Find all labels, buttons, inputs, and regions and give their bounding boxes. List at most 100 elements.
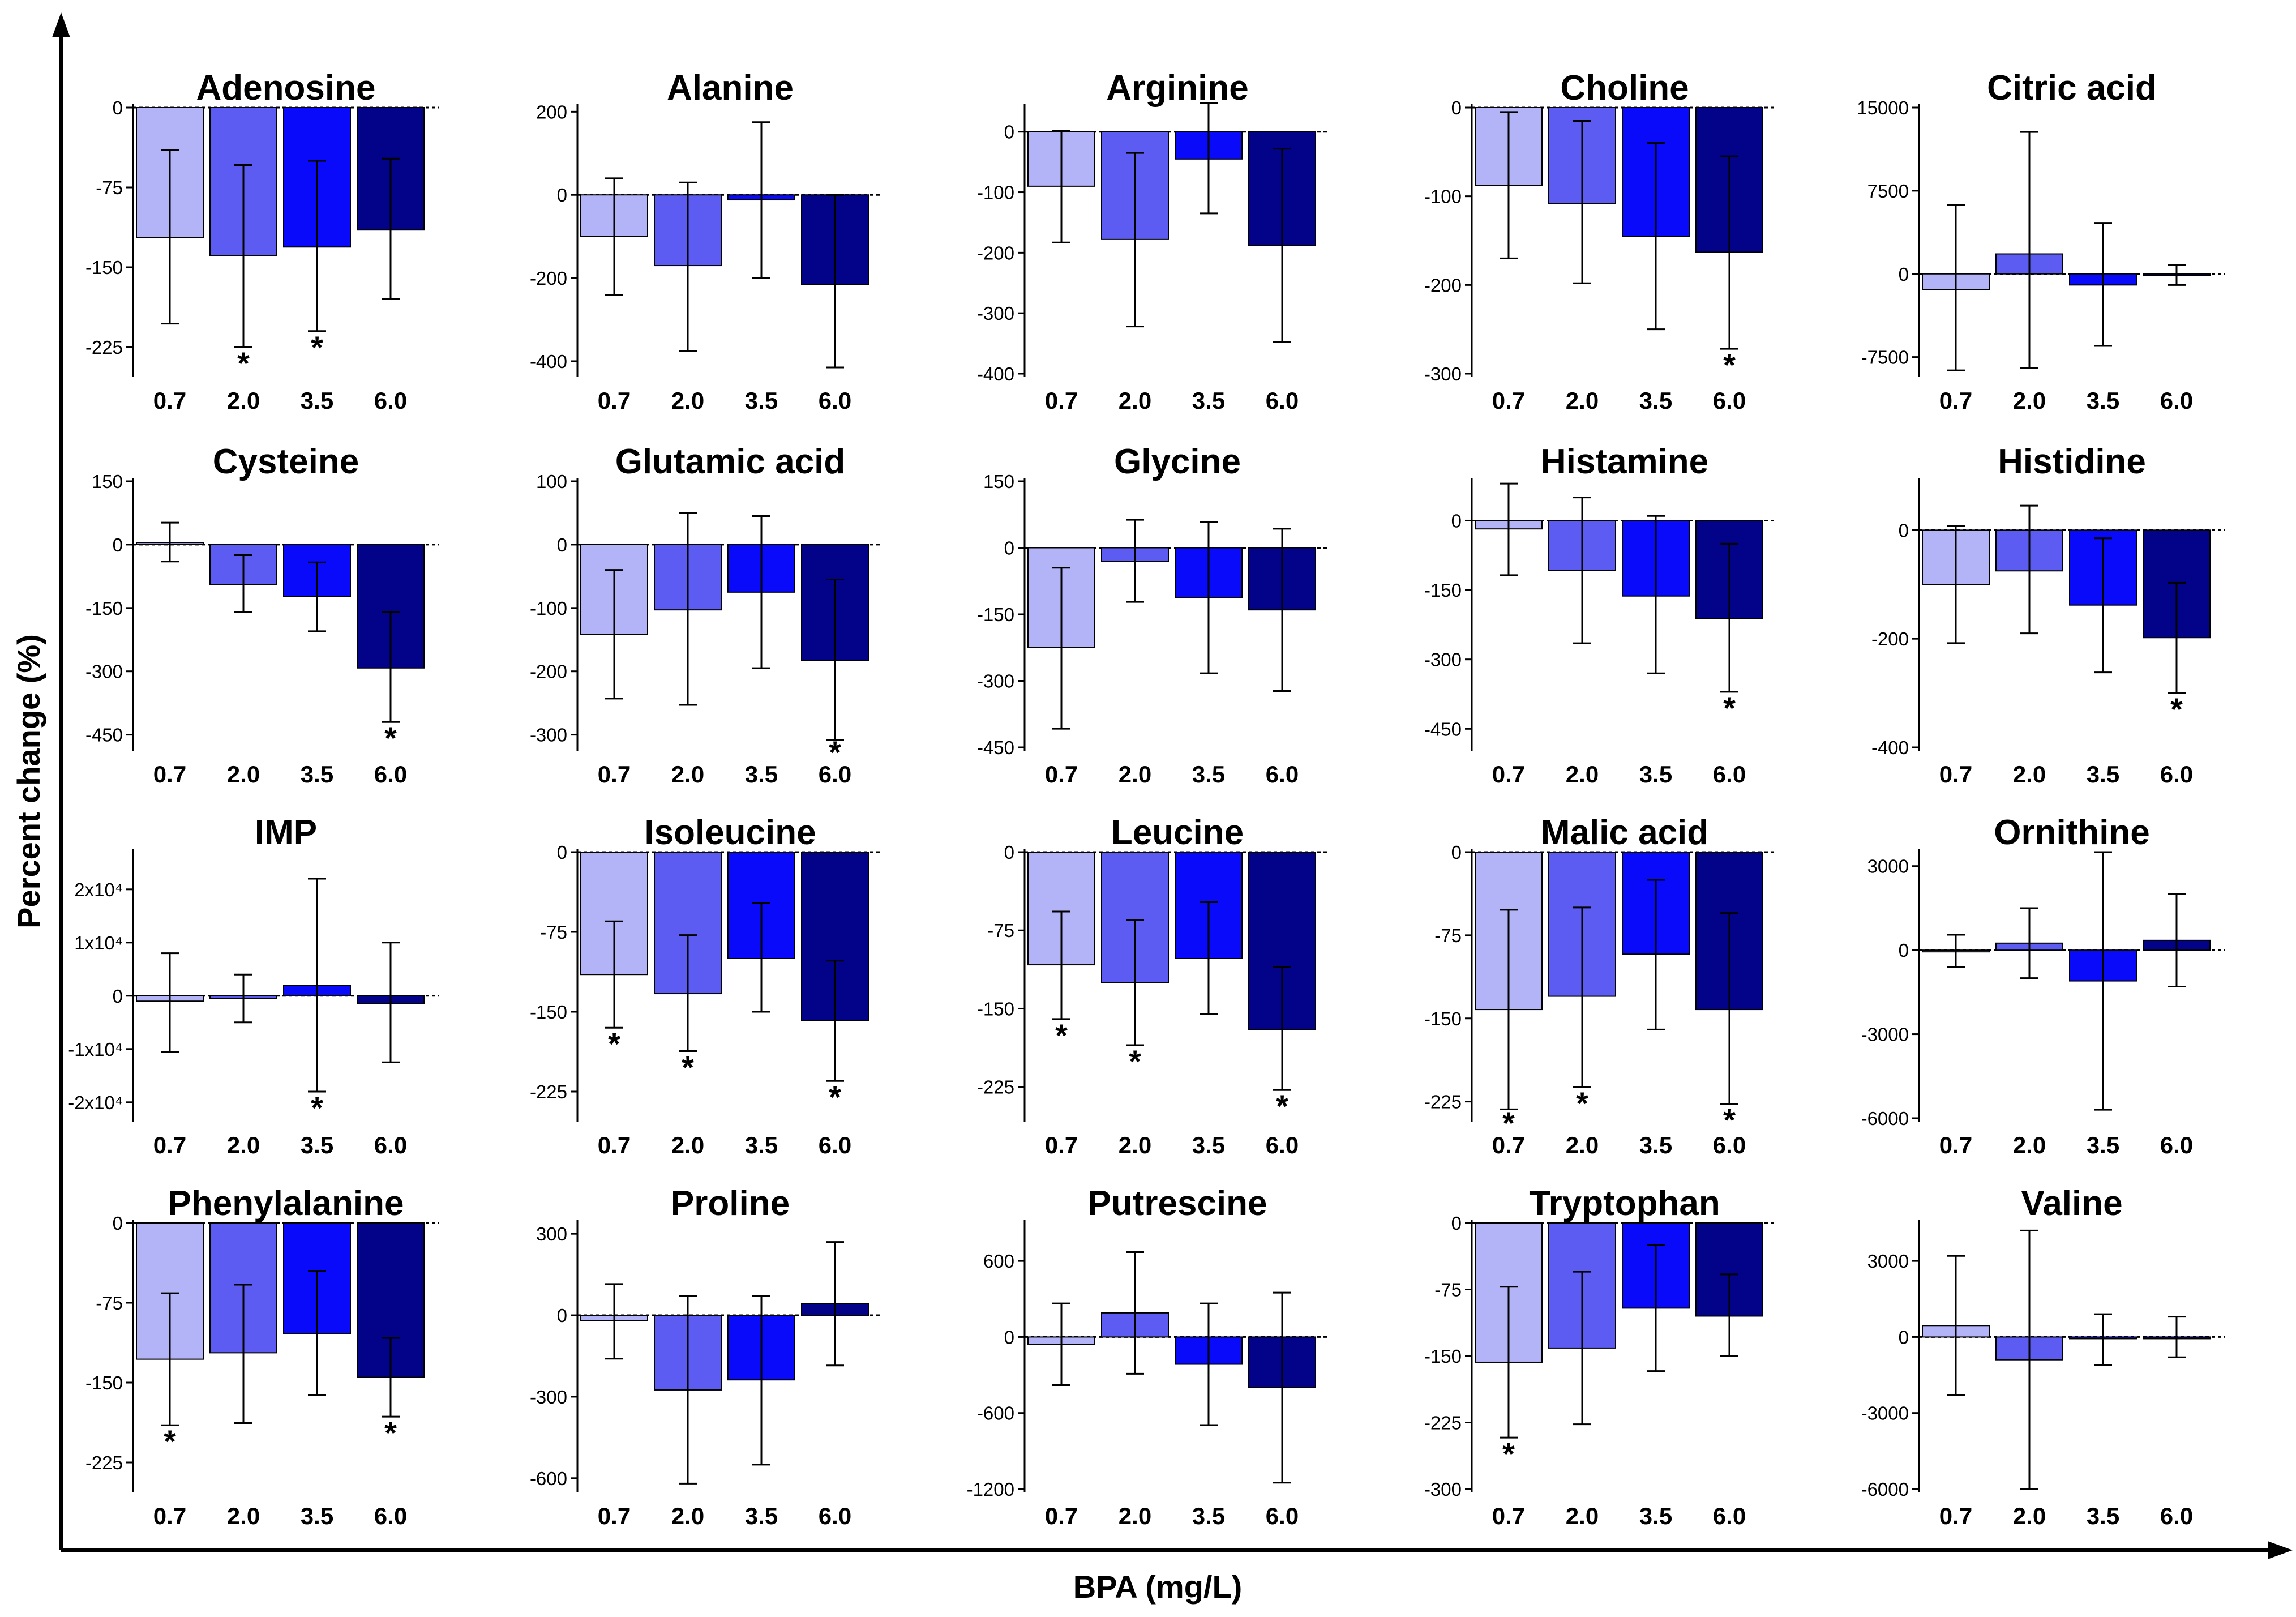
x-category-label: 6.0	[374, 1132, 407, 1158]
significance-marker: *	[1129, 1043, 1141, 1079]
y-tick-label: -3000	[1861, 1403, 1909, 1424]
global-y-axis-arrow	[52, 12, 70, 37]
panel-title: Tryptophan	[1529, 1184, 1720, 1223]
panel-title: Choline	[1560, 69, 1689, 108]
significance-marker: *	[164, 1423, 176, 1459]
x-category-label: 6.0	[2160, 1132, 2193, 1158]
x-category-label: 0.7	[153, 1132, 186, 1158]
x-category-label: 0.7	[1939, 761, 1972, 788]
y-tick-label: 2x10⁴	[74, 879, 123, 900]
x-category-label: 6.0	[1266, 761, 1299, 788]
y-tick-label: 0	[1004, 842, 1014, 863]
y-tick-label: -225	[85, 337, 123, 358]
y-tick-label: 0	[557, 534, 567, 555]
y-tick-label: -1x10⁴	[68, 1039, 123, 1060]
x-category-label: 2.0	[227, 761, 260, 788]
panel-glycine: Glycine 150 0 -150 -300 -450 0.7 2.0 3.5 6.0	[977, 442, 1330, 788]
global-x-axis-label: BPA (mg/L)	[1073, 1569, 1243, 1605]
panel-proline: Proline 300 0 -300 -600 0.7 2.0 3.5 6.0	[530, 1184, 883, 1529]
y-tick-label: 0	[113, 986, 123, 1007]
x-category-label: 0.7	[1492, 1503, 1525, 1529]
y-tick-label: 0	[1004, 122, 1014, 143]
y-tick-label: -600	[530, 1468, 567, 1489]
panel-title: Putrescine	[1087, 1184, 1267, 1223]
y-tick-label: -400	[977, 363, 1014, 384]
x-category-label: 0.7	[1939, 1503, 1972, 1529]
y-tick-label: -150	[1424, 580, 1462, 601]
x-category-label: 3.5	[745, 761, 778, 788]
y-tick-label: -100	[977, 182, 1014, 203]
y-tick-label: 150	[92, 471, 123, 492]
x-category-label: 2.0	[1566, 1132, 1599, 1158]
x-category-label: 2.0	[227, 387, 260, 414]
panel-valine: Valine 3000 0 -3000 -6000 0.7 2.0 3.5 6.0	[1861, 1184, 2225, 1529]
x-category-label: 2.0	[671, 1132, 704, 1158]
panel-title: Adenosine	[196, 69, 376, 108]
y-tick-label: 0	[113, 97, 123, 118]
y-tick-label: -300	[1424, 649, 1462, 670]
x-category-label: 0.7	[1492, 761, 1525, 788]
x-category-label: 0.7	[1492, 387, 1525, 414]
x-category-label: 2.0	[1119, 1132, 1151, 1158]
significance-marker: *	[1502, 1105, 1515, 1141]
significance-marker: *	[2170, 691, 2183, 727]
x-category-label: 6.0	[2160, 761, 2193, 788]
x-category-label: 6.0	[1713, 761, 1746, 788]
y-tick-label: 0	[1451, 842, 1462, 863]
significance-marker: *	[1723, 347, 1736, 383]
y-tick-label: -300	[977, 303, 1014, 324]
panel-cysteine: Cysteine 150 0 -150 -300 -450 0.7 2.0 3.5 6.0 *	[85, 442, 439, 788]
significance-marker: *	[1055, 1017, 1068, 1053]
panel-imp: IMP 2x10⁴ 1x10⁴ 0 -1x10⁴ -2x10⁴ 0.7 2.0 3.5 * 6.0	[68, 813, 439, 1158]
y-tick-label: -150	[977, 604, 1014, 625]
x-category-label: 6.0	[819, 387, 851, 414]
x-category-label: 0.7	[153, 387, 186, 414]
x-category-label: 6.0	[819, 1132, 851, 1158]
y-tick-label: -200	[1871, 628, 1909, 649]
x-category-label: 6.0	[1713, 1132, 1746, 1158]
y-tick-label: -75	[1434, 1280, 1462, 1301]
x-category-label: 2.0	[227, 1503, 260, 1529]
panel-isoleucine: Isoleucine 0 -75 -150 -225 0.7 * 2.0 * 3.5 6.0 *	[530, 813, 883, 1158]
y-tick-label: 0	[113, 534, 123, 555]
x-category-label: 3.5	[301, 761, 333, 788]
y-tick-label: -150	[85, 257, 123, 278]
significance-marker: *	[1723, 1102, 1736, 1138]
y-tick-label: 0	[1899, 940, 1909, 961]
x-category-label: 2.0	[1566, 1503, 1599, 1529]
x-category-label: 0.7	[598, 1503, 631, 1529]
y-tick-label: -75	[1434, 925, 1462, 946]
x-category-label: 2.0	[1119, 761, 1151, 788]
y-tick-label: 150	[983, 471, 1014, 492]
y-tick-label: -300	[530, 725, 567, 746]
x-category-label: 2.0	[2013, 1132, 2046, 1158]
x-category-label: 6.0	[374, 761, 407, 788]
x-category-label: 3.5	[1639, 761, 1672, 788]
significance-marker: *	[1723, 690, 1736, 726]
significance-marker: *	[682, 1050, 694, 1085]
panel-title: Ornithine	[1994, 813, 2150, 852]
panel-title: Alanine	[667, 69, 794, 108]
panel-tryptophan: Tryptophan 0 -75 -150 -225 -300 0.7 * 2.0 3.5 6.0	[1424, 1184, 1777, 1529]
x-category-label: 2.0	[2013, 387, 2046, 414]
panel-leucine: Leucine 0 -75 -150 -225 0.7 * 2.0 * 3.5 6.0 *	[977, 813, 1330, 1158]
panel-choline: Choline 0 -100 -200 -300 0.7 2.0 3.5 6.0 *	[1424, 69, 1777, 414]
x-category-label: 3.5	[301, 387, 333, 414]
significance-marker: *	[1502, 1436, 1515, 1471]
y-tick-label: 0	[557, 185, 567, 206]
x-category-label: 3.5	[745, 387, 778, 414]
significance-marker: *	[237, 345, 250, 381]
y-tick-label: -225	[1424, 1092, 1462, 1113]
x-category-label: 3.5	[2087, 387, 2119, 414]
x-category-label: 0.7	[598, 387, 631, 414]
x-category-label: 2.0	[1566, 761, 1599, 788]
panel-glutamic-acid: Glutamic acid 100 0 -100 -200 -300 0.7 2.0 3.5 6.…	[530, 442, 883, 788]
x-category-label: 6.0	[1266, 1503, 1299, 1529]
y-tick-label: -200	[1424, 275, 1462, 296]
y-tick-label: -75	[540, 922, 567, 943]
x-category-label: 2.0	[671, 387, 704, 414]
x-category-label: 3.5	[745, 1503, 778, 1529]
x-category-label: 6.0	[819, 1503, 851, 1529]
y-tick-label: -150	[977, 998, 1014, 1019]
